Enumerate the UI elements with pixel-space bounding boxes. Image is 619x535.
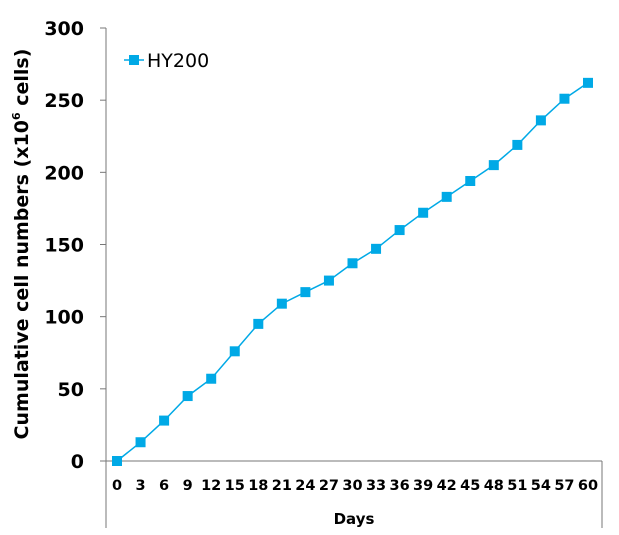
x-tick-label: 9 <box>183 478 193 494</box>
x-tick-label: 39 <box>413 478 433 494</box>
data-point <box>512 139 523 150</box>
y-tick-label: 150 <box>44 235 84 257</box>
data-point <box>371 243 382 254</box>
x-tick-label: 24 <box>295 478 315 494</box>
y-axis-title-main: Cumulative cell numbers (x10 <box>11 120 33 439</box>
legend: HY200 <box>124 50 209 72</box>
data-point <box>135 437 146 448</box>
x-tick-label: 54 <box>531 478 551 494</box>
y-axis-ticks: 0 50 100 150 200 250 300 <box>44 18 106 473</box>
x-tick-label: 0 <box>112 478 122 494</box>
legend-marker <box>129 55 139 65</box>
data-point <box>347 258 358 269</box>
x-tick-label: 30 <box>342 478 362 494</box>
x-tick-label: 18 <box>248 478 268 494</box>
y-tick-label: 50 <box>58 379 84 401</box>
data-point <box>394 225 405 236</box>
x-tick-label: 45 <box>460 478 480 494</box>
data-point <box>229 346 240 357</box>
x-tick-label: 51 <box>507 478 527 494</box>
data-point <box>253 318 264 329</box>
y-axis-title: Cumulative cell numbers (x106 cells) <box>10 49 33 440</box>
x-tick-label: 27 <box>319 478 339 494</box>
x-axis-ticks: 0 3 6 9 12 15 18 21 24 27 30 33 36 39 42 45 48 51 54 57 60 <box>112 478 598 494</box>
y-tick-label: 0 <box>71 451 84 473</box>
series-layer <box>112 77 593 466</box>
data-point <box>182 391 193 402</box>
x-tick-label: 57 <box>554 478 574 494</box>
data-point <box>559 93 570 104</box>
x-tick-label: 12 <box>201 478 221 494</box>
series-line-hy200 <box>116 82 589 462</box>
data-point <box>441 191 452 202</box>
data-point <box>159 415 170 426</box>
y-tick-label: 200 <box>44 162 84 184</box>
data-point <box>465 175 476 186</box>
data-point <box>418 207 429 218</box>
legend-series-name: HY200 <box>147 50 209 72</box>
data-point <box>488 160 499 171</box>
y-tick-label: 250 <box>44 90 84 112</box>
chart-axes <box>105 28 603 528</box>
x-tick-label: 42 <box>437 478 457 494</box>
data-point <box>206 373 217 384</box>
x-tick-label: 21 <box>272 478 292 494</box>
data-point <box>535 115 546 126</box>
y-tick-label: 300 <box>44 18 84 40</box>
x-tick-label: 6 <box>159 478 169 494</box>
x-tick-label: 15 <box>225 478 245 494</box>
x-tick-label: 33 <box>366 478 386 494</box>
data-point <box>112 456 122 466</box>
y-axis-title-superscript: 6 <box>10 112 23 120</box>
data-point <box>323 275 334 286</box>
x-tick-label: 36 <box>390 478 410 494</box>
x-tick-label: 3 <box>136 478 146 494</box>
y-axis-title-suffix: cells) <box>11 49 33 113</box>
x-tick-label: 60 <box>578 478 598 494</box>
data-point <box>276 298 287 309</box>
x-tick-label: 48 <box>484 478 504 494</box>
x-axis-title: Days <box>334 510 375 528</box>
y-tick-label: 100 <box>44 307 84 329</box>
data-point <box>583 77 593 88</box>
data-point <box>300 287 311 298</box>
